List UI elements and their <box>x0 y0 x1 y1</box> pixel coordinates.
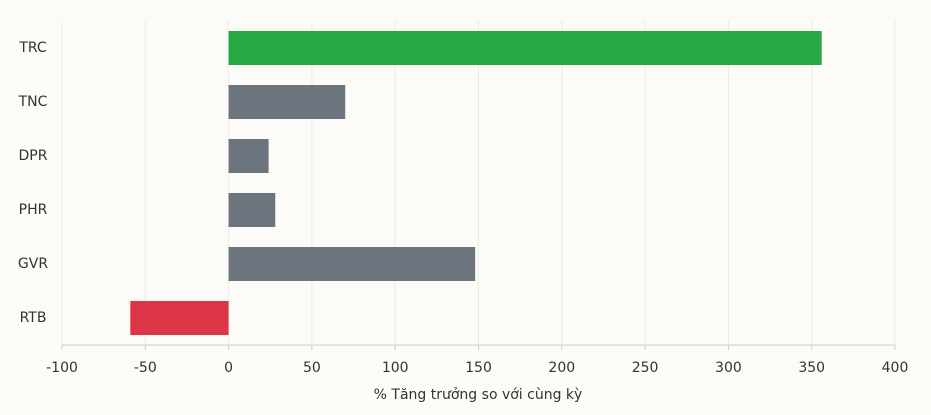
x-tick-label: -50 <box>134 360 157 376</box>
bar <box>130 301 229 335</box>
x-tick-label: 400 <box>882 360 909 376</box>
y-tick-label: TNC <box>18 94 48 110</box>
x-tick-label: 150 <box>465 360 492 376</box>
bar <box>228 85 346 119</box>
x-tick-label: -100 <box>46 360 78 376</box>
bar <box>228 193 276 227</box>
y-tick-label: RTB <box>20 310 47 326</box>
x-tick-label: 300 <box>715 360 742 376</box>
x-tick-label: 100 <box>382 360 409 376</box>
bar <box>228 247 476 281</box>
y-tick-label: GVR <box>18 256 48 272</box>
x-tick-label: 250 <box>632 360 659 376</box>
y-tick-label: DPR <box>19 148 48 164</box>
x-tick-label: 50 <box>303 360 321 376</box>
x-tick-label: 350 <box>798 360 825 376</box>
x-tick-label: 200 <box>548 360 575 376</box>
bar <box>228 31 822 65</box>
y-tick-label: TRC <box>18 40 47 56</box>
y-tick-label: PHR <box>19 202 48 218</box>
x-tick-label: 0 <box>224 360 233 376</box>
x-axis-label: % Tăng trưởng so với cùng kỳ <box>374 387 583 403</box>
bar <box>228 139 269 173</box>
